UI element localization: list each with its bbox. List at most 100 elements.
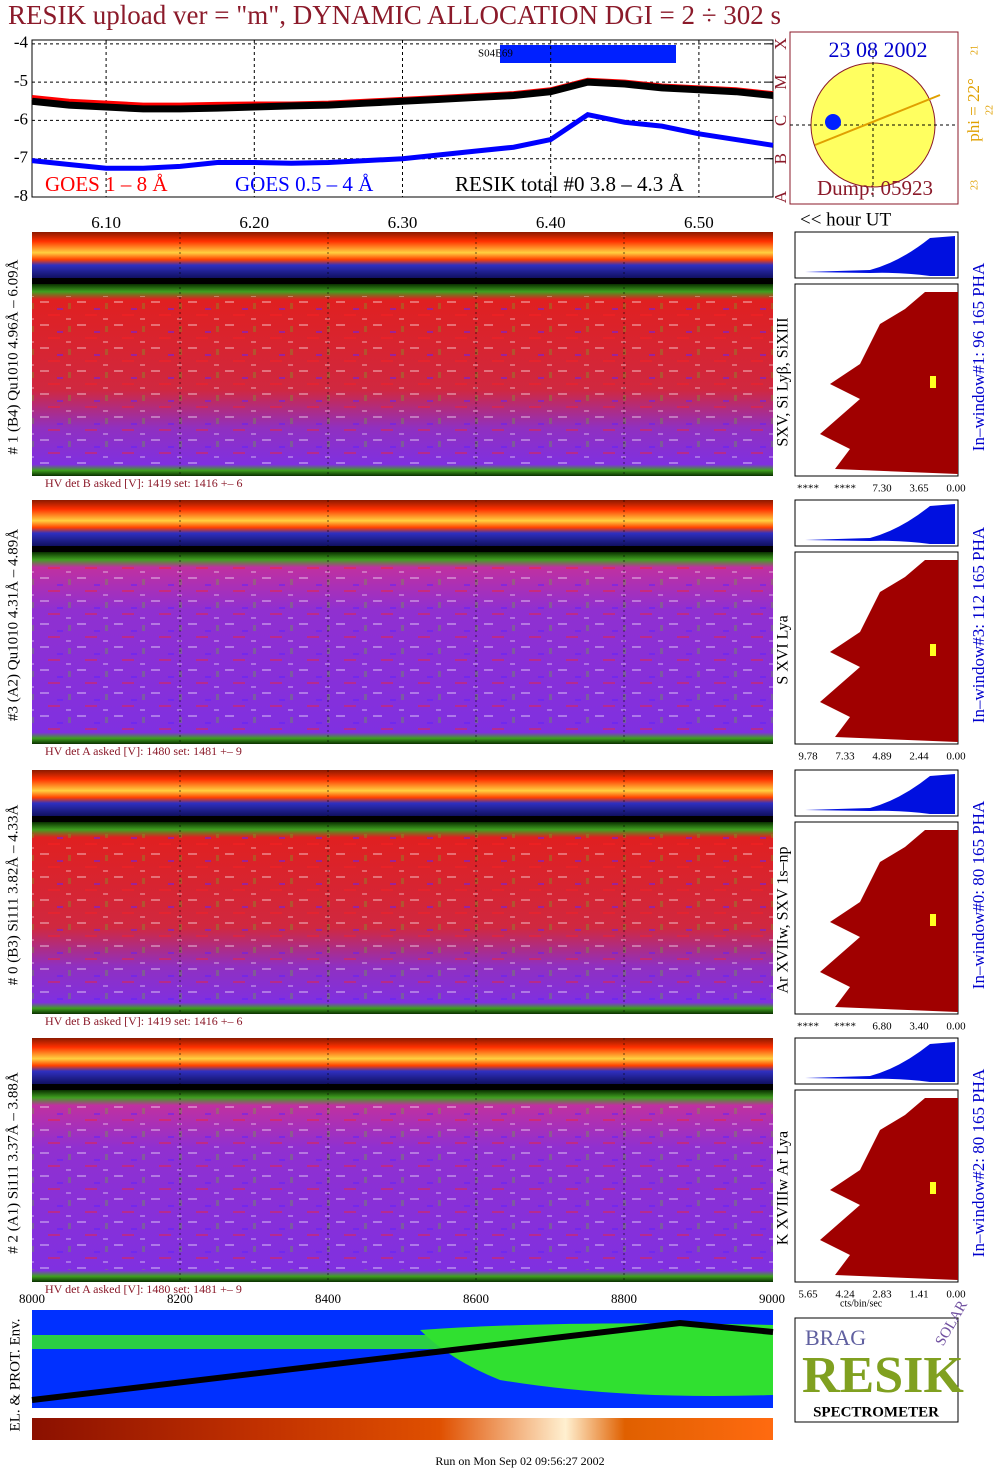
env-ticks: 8000 8200 8400 8600 8800 9000 (19, 1291, 785, 1306)
hv-label: HV det A asked [V]: 1480 set: 1481 +– 9 (45, 744, 242, 758)
pha-histogram (820, 292, 958, 474)
x-tick-label: 6.40 (536, 213, 566, 232)
logo-resik: RESIK (802, 1347, 964, 1404)
heat-bar (32, 1418, 773, 1440)
y2-tick-label: B (771, 153, 790, 164)
line-ids: SXV, Si Lyβ, SiXIII (775, 317, 792, 446)
pha-tick-label: 1.41 (909, 1289, 928, 1301)
pha-histogram (820, 830, 958, 1012)
hv-label: HV det B asked [V]: 1419 set: 1416 +– 6 (45, 1014, 243, 1028)
hv-label: HV det A asked [V]: 1480 set: 1481 +– 9 (45, 1282, 242, 1296)
sun-arrow (814, 94, 941, 146)
env-ylabel: EL. & PROT. Env. (7, 1319, 23, 1432)
pha-tick-label: 3.65 (909, 483, 929, 495)
y2-tick-label: C (771, 115, 790, 126)
legend-entry: RESIK total #0 3.8 – 4.3 Å (455, 172, 684, 196)
y2-tick-label: X (771, 38, 790, 50)
line-ids: Ar XVIIw, SXV 1s–np (775, 846, 792, 993)
pha-tick-label: **** (834, 483, 856, 495)
window-label: In–window#0: 80 165 PHA (969, 800, 988, 989)
pha-marker (930, 376, 936, 388)
x-tick-label: 6.50 (684, 213, 714, 232)
legend-entry: GOES 1 – 8 Å (45, 172, 168, 196)
env-tick-label: 8000 (19, 1291, 45, 1306)
spectrogram-texture (32, 564, 773, 732)
pha-tick-label: 2.83 (872, 1289, 892, 1301)
pha-tick-label: **** (797, 1021, 819, 1033)
flare-position (825, 114, 841, 130)
sun-mark: 23 (969, 180, 980, 190)
pha-histogram (820, 1098, 958, 1280)
y-tick-label: -6 (14, 109, 28, 128)
pha-marker (930, 914, 936, 926)
pha-tick-label: **** (797, 483, 819, 495)
pha-small (805, 774, 955, 814)
pha-marker (930, 1182, 936, 1194)
legend-entry: GOES 0.5 – 4 Å (235, 172, 374, 196)
pha-tick-label: 4.89 (872, 751, 892, 763)
dump: Dump: 05923 (817, 176, 933, 200)
pha-tick-label: 5.65 (798, 1289, 818, 1301)
goes-chart: S04E69 -4 -5 -6 -7 -8 A B C M X 6.10 6.20 6.30 6.40 6.5… (14, 33, 892, 232)
sun-mark: 22 (984, 105, 995, 115)
window-label: In–window#2: 80 165 PHA (969, 1068, 988, 1257)
hv-label: HV det B asked [V]: 1419 set: 1416 +– 6 (45, 476, 243, 490)
spectrogram-gap (32, 1084, 773, 1090)
pha-marker (930, 644, 936, 656)
logo-spectrometer: SPECTROMETER (813, 1404, 939, 1420)
y2-tick-label: A (771, 190, 790, 203)
env-tick-label: 8800 (611, 1291, 637, 1306)
pha-histogram (820, 560, 958, 742)
spectrogram-gap (32, 816, 773, 822)
sun-panel: 23 08 2002 Dump: 05923 phi = 22° 21 23 2… (789, 31, 995, 205)
pha-tick-label: 4.24 (835, 1289, 855, 1301)
logo-frame (794, 1317, 959, 1423)
panel-side-label: # 2 (A1) Si111 3.37Å – 3.88Å (5, 1072, 21, 1254)
sun-mark: 21 (969, 45, 980, 55)
spectrogram-gap (32, 546, 773, 552)
pha-small (805, 504, 955, 544)
logo-brag: BRAG (805, 1325, 866, 1350)
pha-tick-label: 0.00 (946, 1289, 966, 1301)
pha-tick-label: 6.80 (872, 1021, 892, 1033)
env-panel: EL. & PROT. Env. 8000 8200 8400 8600 8800 900… (7, 1291, 785, 1440)
env-tick-label: 9000 (759, 1291, 785, 1306)
phi: phi = 22° (964, 78, 983, 142)
panel-side-label: # 1 (B4) Qu1010 4.96Å – 6.09Å (5, 259, 21, 454)
pha-tick-label: 0.00 (946, 483, 966, 495)
panel-side-label: #3 (A2) Qu1010 4.31Å – 4.89Å (5, 529, 21, 721)
y-tick-label: -7 (14, 148, 29, 167)
spectrogram-texture (32, 834, 773, 1002)
spectrogram-texture (32, 296, 773, 464)
annotation-bar (500, 45, 676, 63)
env-tick-label: 8400 (315, 1291, 341, 1306)
line-ids: K XVIIIw Ar Lya (775, 1131, 792, 1245)
pha-tick-label: 7.30 (872, 483, 892, 495)
line-ids: S XVI Lya (775, 615, 792, 684)
window-label: In–window#3: 112 165 PHA (969, 526, 988, 723)
spectrogram-texture (32, 1102, 773, 1270)
y-tick-label: -4 (14, 33, 29, 52)
x-tick-label: 6.30 (388, 213, 418, 232)
spectrograms: HV det B asked [V]: 1419 set: 1416 +– 6 #… (5, 231, 988, 1309)
pha-small (805, 236, 955, 276)
window-label: In–window#1: 96 165 PHA (969, 262, 988, 451)
panel-side-label: # 0 (B3) Si111 3.82Å – 4.33Å (5, 805, 21, 986)
x-axis-label: << hour UT (800, 209, 891, 230)
pha-tick-label: 7.33 (835, 751, 855, 763)
pha-tick-label: 9.78 (798, 751, 818, 763)
y-tick-label: -5 (14, 71, 28, 90)
pha-tick-label: 3.40 (909, 1021, 929, 1033)
title: RESIK upload ver = "m", DYNAMIC ALLOCATI… (8, 0, 781, 30)
sun-date: 23 08 2002 (829, 37, 928, 62)
series-line (31, 78, 774, 113)
x-tick-label: 6.10 (91, 213, 121, 232)
spectrogram-strip (32, 770, 773, 816)
annotation: S04E69 (478, 48, 513, 60)
footer: Run on Mon Sep 02 09:56:27 2002 (435, 1454, 604, 1468)
pha-tick-label: 2.44 (909, 751, 929, 763)
pha-xlabel: cts/bin/sec (840, 1298, 883, 1309)
pha-tick-label: 0.00 (946, 1021, 966, 1033)
y-tick-label: -8 (14, 186, 28, 205)
